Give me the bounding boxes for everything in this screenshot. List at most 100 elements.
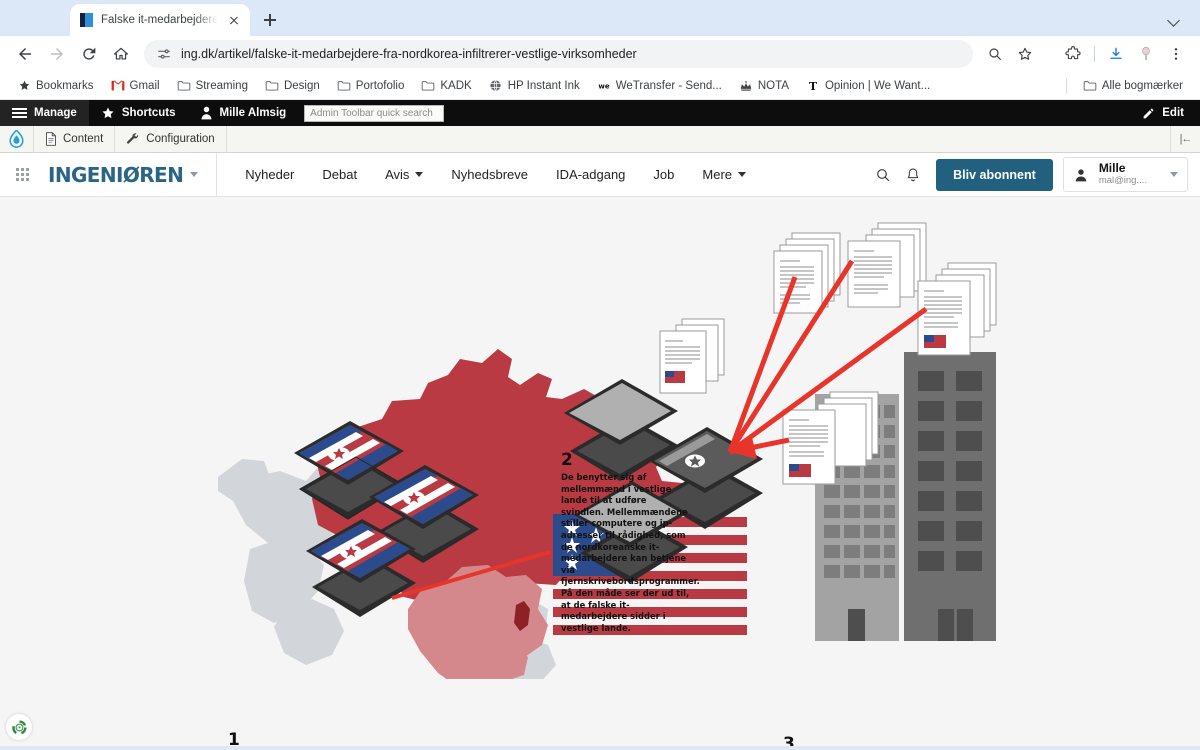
bookmark-item-bookmarks[interactable]: Bookmarks xyxy=(10,76,101,96)
chevron-down-icon xyxy=(415,172,424,177)
nav-item-nyheder[interactable]: Nyheder xyxy=(231,153,308,197)
bookmark-label: KADK xyxy=(440,79,472,92)
drupal-edit-label: Edit xyxy=(1162,107,1184,119)
url-text: ing.dk/artikel/falske-it-medarbejdere-fr… xyxy=(181,47,637,61)
svg-text:T: T xyxy=(809,80,818,93)
nk-laptop-1 xyxy=(294,421,405,520)
site-header: INGENIØREN Nyheder Debat Avis Nyhedsbrev… xyxy=(0,152,1200,197)
bookmark-item-opinion[interactable]: T Opinion | We Want... xyxy=(799,76,937,96)
download-icon[interactable] xyxy=(1102,40,1130,68)
chevron-down-icon[interactable] xyxy=(1160,5,1188,33)
bookmark-item-design[interactable]: Design xyxy=(258,76,327,96)
bookmark-label: Opinion | We Want... xyxy=(824,79,931,92)
account-menu[interactable]: Mille mal@ing.... xyxy=(1062,157,1188,192)
bookmark-item-nota[interactable]: NOTA xyxy=(732,76,796,96)
apps-grid-icon[interactable] xyxy=(0,168,44,181)
drupal-manage-button[interactable]: Manage xyxy=(0,100,89,126)
reload-icon[interactable] xyxy=(74,39,104,69)
profile-avatar-icon[interactable] xyxy=(1132,40,1160,68)
document-icon xyxy=(45,132,57,146)
drupal-configuration-tab[interactable]: Configuration xyxy=(115,125,227,153)
back-arrow-icon[interactable] xyxy=(10,39,40,69)
drupal-edit-button[interactable]: Edit xyxy=(1130,100,1200,126)
nav-label: Nyheder xyxy=(245,167,295,182)
wetransfer-icon: we xyxy=(597,79,611,93)
pencil-icon xyxy=(1142,107,1155,120)
browser-tab[interactable]: Falske it-medarbejdere fra No xyxy=(70,4,250,36)
extensions-puzzle-icon[interactable] xyxy=(1059,40,1087,68)
new-tab-button[interactable] xyxy=(256,6,284,34)
bookmark-item-portofolio[interactable]: Portofolio xyxy=(330,76,412,96)
bookmarks-divider xyxy=(1065,77,1067,94)
toolbar-divider xyxy=(1094,46,1095,62)
folder-icon xyxy=(265,79,279,93)
nav-label: Nyhedsbreve xyxy=(451,167,529,182)
tune-site-settings-icon[interactable] xyxy=(156,46,172,62)
nav-item-ida-adgang[interactable]: IDA-adgang xyxy=(542,153,639,197)
account-name: Mille xyxy=(1098,161,1126,176)
address-bar[interactable]: ing.dk/artikel/falske-it-medarbejdere-fr… xyxy=(144,40,973,68)
block-text: De benytter sig af mellemmænd i vestlige… xyxy=(561,472,700,633)
collapse-tray-icon[interactable]: |← xyxy=(1170,125,1200,153)
nav-label: IDA-adgang xyxy=(556,167,626,182)
folder-icon xyxy=(1083,79,1097,93)
nav-item-mere[interactable]: Mere xyxy=(688,153,760,197)
chevron-down-icon xyxy=(190,172,199,177)
admin-quick-search-input[interactable]: Admin Toolbar quick search xyxy=(304,104,445,122)
bookmark-item-kadk[interactable]: KADK xyxy=(414,76,478,96)
nav-item-debat[interactable]: Debat xyxy=(308,153,371,197)
nav-item-nyhedsbreve[interactable]: Nyhedsbreve xyxy=(437,153,542,197)
drupal-content-tab[interactable]: Content xyxy=(34,125,116,153)
bookmark-label: Gmail xyxy=(129,79,160,92)
toolbar-icons xyxy=(981,40,1190,68)
block-number: 3 xyxy=(783,734,795,747)
document-stack-5 xyxy=(659,318,725,394)
notification-bell-icon[interactable] xyxy=(898,153,928,197)
bookmark-star-icon[interactable] xyxy=(1011,40,1039,68)
chrome-menu-kebab-icon[interactable] xyxy=(1162,40,1190,68)
bookmark-label: HP Instant Ink xyxy=(507,79,580,92)
bookmark-label: Portofolio xyxy=(355,79,405,92)
document-stack-3 xyxy=(917,262,997,356)
site-logo[interactable]: INGENIØREN xyxy=(44,152,218,197)
bookmark-item-wetransfer[interactable]: we WeTransfer - Send... xyxy=(590,76,729,96)
bookmark-item-hp-instant-ink[interactable]: HP Instant Ink xyxy=(482,76,587,96)
search-icon[interactable] xyxy=(868,153,898,197)
folder-icon xyxy=(421,79,435,93)
infographic-figure: 1 De falske it-medarbejdere opererer oft… xyxy=(0,209,1200,746)
subscribe-button[interactable]: Bliv abonnent xyxy=(936,158,1053,191)
user-icon xyxy=(200,106,213,120)
cookie-consent-icon[interactable] xyxy=(6,714,32,740)
block-number: 1 xyxy=(228,730,240,747)
close-icon[interactable] xyxy=(226,12,242,28)
bookmark-label: Bookmarks xyxy=(36,79,94,92)
forward-arrow-icon[interactable] xyxy=(42,39,72,69)
person-icon xyxy=(1073,166,1090,183)
clipped-text-row xyxy=(0,197,1200,209)
bookmark-item-gmail[interactable]: Gmail xyxy=(104,76,167,96)
bookmark-label: Streaming xyxy=(195,79,248,92)
home-icon[interactable] xyxy=(106,39,136,69)
bookmark-item-streaming[interactable]: Streaming xyxy=(170,76,255,96)
drupal-shortcuts-button[interactable]: Shortcuts xyxy=(89,100,188,126)
all-bookmarks-button[interactable]: Alle bogmærker xyxy=(1076,76,1190,96)
browser-toolbar: ing.dk/artikel/falske-it-medarbejdere-fr… xyxy=(0,36,1200,72)
chevron-down-icon xyxy=(1170,172,1178,177)
nav-item-job[interactable]: Job xyxy=(639,153,688,197)
bookmarks-bar: Bookmarks Gmail Streaming Design Portofo xyxy=(0,72,1200,100)
drupal-drop-icon[interactable] xyxy=(0,125,34,153)
nav-label: Avis xyxy=(385,167,410,182)
drupal-manage-label: Manage xyxy=(34,107,77,119)
nav-item-avis[interactable]: Avis xyxy=(371,153,437,197)
proxy-laptop-1 xyxy=(564,379,678,481)
drupal-user-button[interactable]: Mille Almsig xyxy=(188,100,299,126)
zoom-search-icon[interactable] xyxy=(981,40,1009,68)
drupal-shortcuts-label: Shortcuts xyxy=(121,107,176,119)
admin-search-placeholder: Admin Toolbar quick search xyxy=(310,107,433,119)
drupal-content-label: Content xyxy=(63,133,104,145)
document-stack-1 xyxy=(773,232,841,314)
bookmark-label: NOTA xyxy=(757,79,789,92)
infographic-block-2: 2 De benytter sig af mellemmænd i vestli… xyxy=(561,452,700,634)
folder-icon xyxy=(337,79,351,93)
